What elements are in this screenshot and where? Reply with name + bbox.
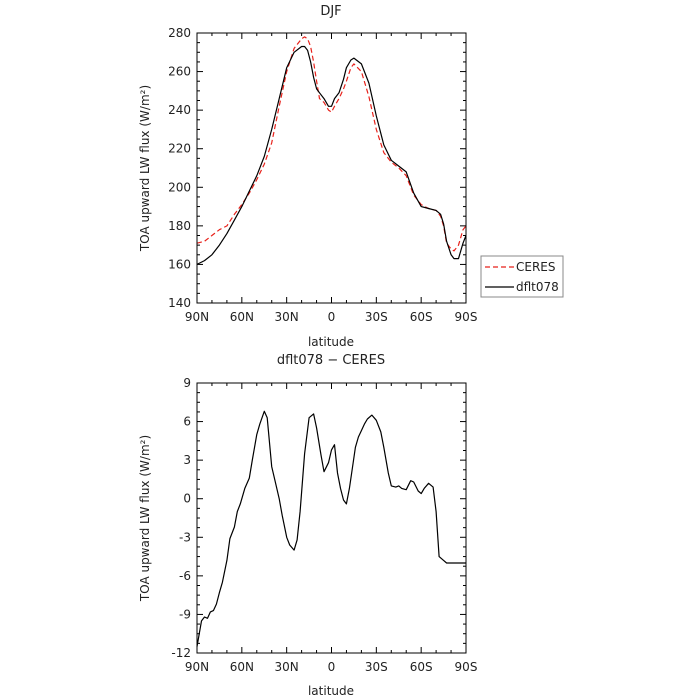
top-chart-y-axis-label: TOA upward LW flux (W/m²) xyxy=(138,85,152,252)
top-chart-title: DJF xyxy=(320,4,341,19)
legend-dflt078-label: dflt078 xyxy=(516,280,559,294)
bottom-x-tick-label: 30N xyxy=(275,660,299,674)
bottom-y-tick-label: -6 xyxy=(179,569,191,583)
top-x-tick-label: 60S xyxy=(410,310,433,324)
bottom-chart-x-tick-labels: 90N 60N 30N 0 30S 60S 90S xyxy=(185,660,478,674)
bottom-chart-title: dflt078 − CERES xyxy=(277,353,385,368)
bottom-y-tick-label: 9 xyxy=(183,376,191,390)
bottom-x-tick-label: 0 xyxy=(328,660,336,674)
top-y-tick-label: 200 xyxy=(168,180,191,194)
top-series-ceres xyxy=(196,36,467,252)
top-y-tick-label: 240 xyxy=(168,103,191,117)
bottom-y-tick-label: 6 xyxy=(183,415,191,429)
bottom-chart-ticks xyxy=(196,382,467,654)
bottom-x-tick-label: 60S xyxy=(410,660,433,674)
bottom-series-dflt078 xyxy=(196,410,466,647)
top-chart-x-tick-labels: 90N 60N 30N 0 30S 60S 90S xyxy=(185,310,478,324)
top-panel: DJF 140 160 180 200 220 240 260 280 90N 60N 30N 0 3… xyxy=(138,4,564,349)
top-chart-ticks xyxy=(196,32,467,304)
top-y-tick-label: 180 xyxy=(168,219,191,233)
bottom-y-tick-label: -3 xyxy=(179,530,191,544)
top-series-dflt078 xyxy=(196,45,467,265)
top-y-tick-label: 140 xyxy=(168,296,191,310)
bottom-y-tick-label: 0 xyxy=(183,492,191,506)
bottom-y-tick-label: 3 xyxy=(183,453,191,467)
bottom-panel: dflt078 − CERES -12 -9 -6 -3 0 3 6 9 90N 60N 30N 0… xyxy=(138,353,477,698)
legend-ceres-label: CERES xyxy=(516,260,556,274)
bottom-chart-y-tick-labels: -12 -9 -6 -3 0 3 6 9 xyxy=(171,376,191,660)
bottom-y-tick-label: -12 xyxy=(171,646,191,660)
top-x-tick-label: 0 xyxy=(328,310,336,324)
bottom-y-tick-label: -9 xyxy=(179,607,191,621)
top-y-tick-label: 280 xyxy=(168,26,191,40)
top-chart-frame xyxy=(196,32,467,304)
legend: CERES dflt078 xyxy=(480,255,564,298)
top-x-tick-label: 90N xyxy=(185,310,209,324)
top-chart-x-axis-label: latitude xyxy=(308,335,354,349)
top-x-tick-label: 90S xyxy=(455,310,478,324)
bottom-x-tick-label: 90N xyxy=(185,660,209,674)
top-y-tick-label: 260 xyxy=(168,65,191,79)
bottom-x-tick-label: 90S xyxy=(455,660,478,674)
bottom-x-tick-label: 60N xyxy=(230,660,254,674)
top-x-tick-label: 30N xyxy=(275,310,299,324)
top-y-tick-label: 160 xyxy=(168,257,191,271)
bottom-chart-frame xyxy=(196,382,467,654)
top-x-tick-label: 60N xyxy=(230,310,254,324)
top-y-tick-label: 220 xyxy=(168,142,191,156)
bottom-x-tick-label: 30S xyxy=(365,660,388,674)
top-chart-series xyxy=(196,36,467,265)
top-chart-y-tick-labels: 140 160 180 200 220 240 260 280 xyxy=(168,26,191,310)
bottom-chart-y-axis-label: TOA upward LW flux (W/m²) xyxy=(138,435,152,602)
top-x-tick-label: 30S xyxy=(365,310,388,324)
bottom-chart-series xyxy=(196,410,466,647)
bottom-chart-x-axis-label: latitude xyxy=(308,684,354,698)
legend-box xyxy=(480,255,564,298)
